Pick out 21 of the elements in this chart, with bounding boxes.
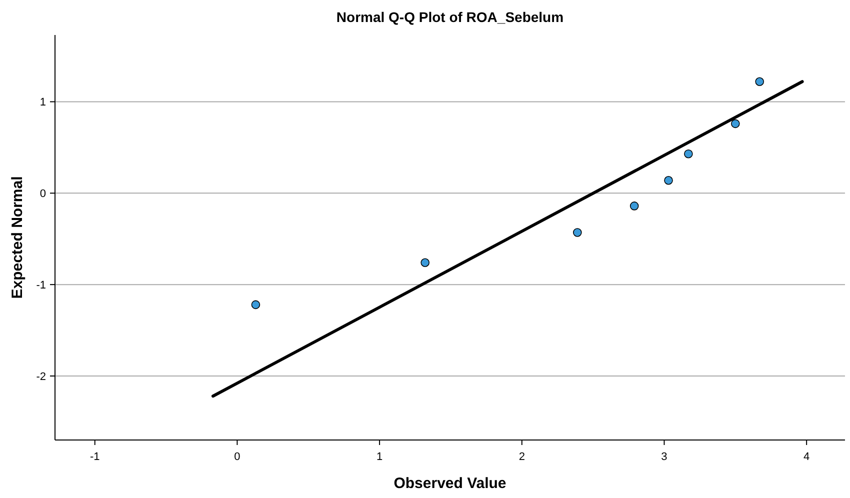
point xyxy=(630,202,639,210)
point xyxy=(664,176,673,185)
point xyxy=(684,149,693,158)
x-tick-label: -1 xyxy=(90,451,100,463)
point xyxy=(420,258,430,268)
y-tick-label: -2 xyxy=(36,371,46,384)
y-axis-title: Expected Normal xyxy=(9,176,26,299)
point xyxy=(572,228,582,237)
x-tick-label: 1 xyxy=(376,451,383,463)
x-axis-title: Observed Value xyxy=(394,475,506,492)
point xyxy=(730,119,740,128)
x-tick-label: 4 xyxy=(804,451,810,463)
point xyxy=(755,77,764,86)
chart-title: Normal Q-Q Plot of ROA_Sebelum xyxy=(336,9,564,25)
x-tick-label: 3 xyxy=(661,451,668,463)
x-tick-label: 2 xyxy=(518,451,525,463)
y-tick-label: 0 xyxy=(40,188,46,200)
x-tick-label: 0 xyxy=(234,451,240,463)
point xyxy=(251,300,260,310)
y-tick-label: 1 xyxy=(40,96,46,109)
y-tick-label: -1 xyxy=(36,280,46,292)
